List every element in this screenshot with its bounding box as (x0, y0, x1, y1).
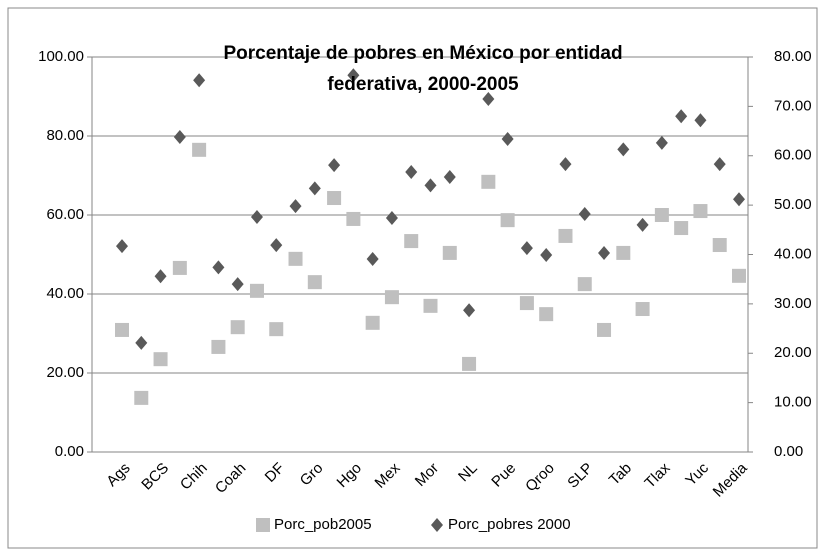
data-point (366, 251, 379, 266)
data-point (558, 228, 573, 243)
data-point (654, 208, 669, 222)
legend-marker (431, 518, 443, 532)
data-point (211, 339, 226, 354)
data-point (481, 174, 496, 189)
y-tick-label: 100.00 (38, 48, 84, 65)
data-point (597, 322, 612, 337)
data-point (365, 315, 380, 330)
data-point (519, 296, 534, 311)
data-point (674, 221, 689, 236)
data-point (424, 178, 437, 193)
data-point (443, 169, 456, 184)
y-tick-label: 20.00 (46, 364, 84, 381)
data-point (733, 192, 745, 207)
data-point (577, 277, 592, 292)
data-point (115, 322, 129, 337)
data-point (250, 209, 263, 224)
data-point (193, 73, 206, 88)
data-point (135, 335, 148, 350)
data-point (347, 68, 360, 83)
y-tick-label: 0.00 (55, 443, 84, 460)
data-point (405, 165, 418, 180)
data-point (693, 204, 708, 219)
data-point (559, 157, 572, 172)
data-point (153, 352, 168, 367)
data-point (500, 213, 515, 228)
data-point (327, 191, 342, 206)
data-point (116, 239, 128, 254)
data-point (578, 207, 591, 222)
data-point (154, 269, 167, 284)
data-point (404, 234, 419, 249)
data-point (539, 307, 554, 322)
data-point (289, 199, 302, 214)
y2-tick-label: 50.00 (774, 196, 812, 213)
data-point (501, 131, 514, 146)
data-point (540, 247, 553, 262)
data-point (307, 275, 322, 290)
data-point (675, 109, 688, 124)
chart-title: Porcentaje de pobres en México por entid… (223, 43, 623, 95)
chart-border (7, 7, 818, 549)
data-point (328, 158, 341, 173)
data-point (288, 251, 303, 266)
data-point (694, 113, 707, 128)
data-point (617, 142, 630, 157)
y2-tick-label: 30.00 (774, 295, 812, 312)
data-point (423, 298, 438, 313)
y-tick-label: 60.00 (46, 206, 84, 223)
data-point (231, 277, 244, 292)
data-point (713, 157, 726, 172)
data-point (346, 211, 361, 226)
data-point (636, 217, 649, 232)
legend-label: Porc_pobres 2000 (448, 516, 571, 533)
data-point (482, 91, 495, 106)
data-point (655, 135, 668, 150)
data-point (732, 268, 746, 283)
data-point (269, 322, 284, 337)
y2-tick-label: 0.00 (774, 443, 803, 460)
data-point (712, 238, 727, 253)
data-point (385, 210, 398, 225)
data-point (463, 303, 476, 318)
data-point (270, 238, 283, 253)
y2-tick-label: 20.00 (774, 344, 812, 361)
data-point (616, 245, 631, 260)
y2-tick-label: 80.00 (774, 48, 812, 65)
y2-tick-label: 70.00 (774, 97, 812, 114)
y-tick-label: 80.00 (46, 127, 84, 144)
data-point (442, 245, 457, 260)
data-point (308, 181, 321, 196)
data-point (212, 260, 225, 275)
data-point (635, 302, 650, 317)
y2-tick-label: 40.00 (774, 245, 812, 262)
legend-marker (256, 518, 270, 532)
data-point (230, 320, 245, 335)
y-tick-label: 40.00 (46, 285, 84, 302)
legend-label: Porc_pob2005 (274, 516, 372, 533)
data-point (462, 356, 477, 371)
data-point (192, 142, 207, 157)
y2-tick-label: 10.00 (774, 394, 812, 411)
data-point (173, 129, 186, 144)
data-point (134, 390, 149, 405)
data-point (520, 241, 533, 256)
y2-tick-label: 60.00 (774, 147, 812, 164)
data-point (172, 260, 187, 275)
data-point (598, 246, 611, 261)
data-point (249, 283, 264, 298)
data-point (384, 290, 399, 305)
